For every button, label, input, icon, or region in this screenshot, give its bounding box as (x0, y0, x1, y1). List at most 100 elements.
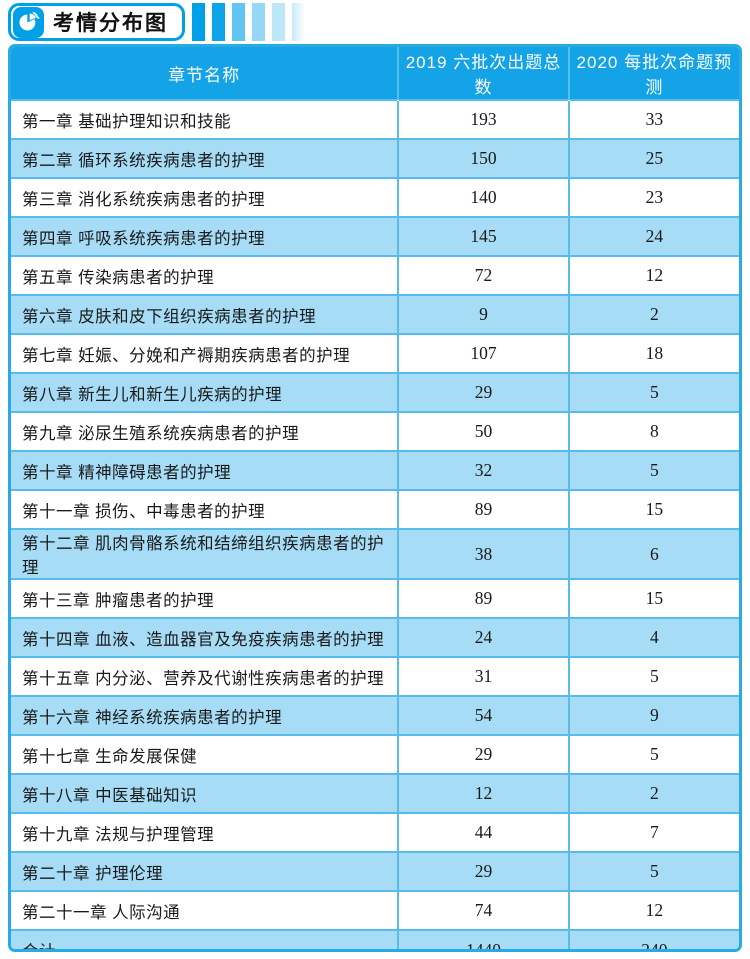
table-row: 第十七章 生命发展保健 29 5 (11, 734, 739, 775)
deco-bar (252, 3, 265, 41)
table-row: 第十四章 血液、造血器官及免疫疾病患者的护理 24 4 (11, 617, 739, 658)
total-2019-cell: 44 (397, 812, 570, 853)
pred-2020-cell: 25 (567, 138, 739, 179)
chapter-cell: 第十三章 肿瘤患者的护理 (11, 578, 400, 619)
total-2019-cell: 193 (397, 99, 570, 140)
table-row: 第二十一章 人际沟通 74 12 (11, 890, 739, 931)
total-2019-cell: 29 (397, 851, 570, 892)
table-row: 第二十章 护理伦理 29 5 (11, 851, 739, 892)
column-header-2019-total: 2019 六批次出题总数 (397, 47, 569, 100)
total-2019-cell: 150 (397, 138, 570, 179)
total-2019-cell: 72 (397, 255, 570, 296)
table-row: 第十三章 肿瘤患者的护理 89 15 (11, 578, 739, 619)
total-2019-cell: 32 (397, 450, 570, 491)
chapter-cell: 第三章 消化系统疾病患者的护理 (11, 177, 400, 218)
chapter-cell: 第十章 精神障碍患者的护理 (11, 450, 400, 491)
total-2019-cell: 38 (397, 528, 570, 580)
total-2019-cell: 54 (397, 695, 570, 736)
chapter-cell: 第一章 基础护理知识和技能 (11, 99, 400, 140)
chapter-cell: 第十六章 神经系统疾病患者的护理 (11, 695, 400, 736)
pred-2020-cell: 6 (567, 528, 739, 580)
chapter-cell: 第四章 呼吸系统疾病患者的护理 (11, 216, 400, 257)
total-2019-cell: 9 (397, 294, 570, 335)
column-header-chapter: 章节名称 (11, 47, 399, 100)
title-capsule: 考情分布图 (8, 3, 185, 41)
chapter-cell: 第十五章 内分泌、营养及代谢性疾病患者的护理 (11, 656, 400, 697)
pred-2020-cell: 2 (567, 773, 739, 814)
total-2019-cell: 1440 (397, 929, 570, 949)
chapter-cell: 第十四章 血液、造血器官及免疫疾病患者的护理 (11, 617, 400, 658)
pred-2020-cell: 15 (567, 578, 739, 619)
pred-2020-cell: 5 (567, 734, 739, 775)
pred-2020-cell: 5 (567, 372, 739, 413)
table-row: 第六章 皮肤和皮下组织疾病患者的护理 9 2 (11, 294, 739, 335)
total-2019-cell: 89 (397, 489, 570, 530)
table-row: 第三章 消化系统疾病患者的护理 140 23 (11, 177, 739, 218)
pred-2020-cell: 15 (567, 489, 739, 530)
chapter-cell: 第七章 妊娠、分娩和产褥期疾病患者的护理 (11, 333, 400, 374)
table-header-row: 章节名称 2019 六批次出题总数 2020 每批次命题预测 (11, 47, 739, 100)
chapter-cell: 第二十章 护理伦理 (11, 851, 400, 892)
total-2019-cell: 24 (397, 617, 570, 658)
deco-bar (272, 3, 285, 41)
pred-2020-cell: 9 (567, 695, 739, 736)
chapter-cell: 第九章 泌尿生殖系统疾病患者的护理 (11, 411, 400, 452)
page-title: 考情分布图 (53, 12, 168, 35)
pred-2020-cell: 12 (567, 255, 739, 296)
chapter-cell: 第六章 皮肤和皮下组织疾病患者的护理 (11, 294, 400, 335)
chapter-cell: 第十七章 生命发展保健 (11, 734, 400, 775)
chapter-cell: 第十一章 损伤、中毒患者的护理 (11, 489, 400, 530)
pred-2020-cell: 5 (567, 851, 739, 892)
pie-chart-icon (13, 6, 44, 38)
pred-2020-cell: 12 (567, 890, 739, 931)
column-header-2020-prediction: 2020 每批次命题预测 (567, 47, 739, 100)
exam-distribution-table-frame: 章节名称 2019 六批次出题总数 2020 每批次命题预测 第一章 基础护理知… (8, 44, 742, 952)
table-row: 第八章 新生儿和新生儿疾病的护理 29 5 (11, 372, 739, 413)
total-2019-cell: 29 (397, 372, 570, 413)
pred-2020-cell: 23 (567, 177, 739, 218)
total-2019-cell: 31 (397, 656, 570, 697)
deco-bar (192, 3, 205, 41)
pred-2020-cell: 8 (567, 411, 739, 452)
table-row: 第十六章 神经系统疾病患者的护理 54 9 (11, 695, 739, 736)
total-2019-cell: 74 (397, 890, 570, 931)
pred-2020-cell: 33 (567, 99, 739, 140)
deco-bar (292, 3, 305, 41)
deco-bars (192, 3, 305, 41)
deco-bar (232, 3, 245, 41)
pred-2020-cell: 4 (567, 617, 739, 658)
table-row: 第十章 精神障碍患者的护理 32 5 (11, 450, 739, 491)
pred-2020-cell: 2 (567, 294, 739, 335)
page-header: 考情分布图 (8, 3, 305, 41)
total-2019-cell: 140 (397, 177, 570, 218)
chapter-cell: 第十九章 法规与护理管理 (11, 812, 400, 853)
pred-2020-cell: 5 (567, 656, 739, 697)
table-row: 第十五章 内分泌、营养及代谢性疾病患者的护理 31 5 (11, 656, 739, 697)
table-row: 第九章 泌尿生殖系统疾病患者的护理 50 8 (11, 411, 739, 452)
table-row: 第十一章 损伤、中毒患者的护理 89 15 (11, 489, 739, 530)
chapter-cell: 第二章 循环系统疾病患者的护理 (11, 138, 400, 179)
chapter-cell: 第五章 传染病患者的护理 (11, 255, 400, 296)
table-row: 第十八章 中医基础知识 12 2 (11, 773, 739, 814)
pred-2020-cell: 5 (567, 450, 739, 491)
total-2019-cell: 145 (397, 216, 570, 257)
total-row: 合计 1440 240 (11, 929, 739, 949)
chapter-cell: 第十二章 肌肉骨骼系统和结缔组织疾病患者的护理 (11, 528, 400, 580)
table-row: 第四章 呼吸系统疾病患者的护理 145 24 (11, 216, 739, 257)
total-2019-cell: 89 (397, 578, 570, 619)
pred-2020-cell: 240 (567, 929, 739, 949)
total-2019-cell: 29 (397, 734, 570, 775)
table-row: 第十二章 肌肉骨骼系统和结缔组织疾病患者的护理 38 6 (11, 528, 739, 580)
total-2019-cell: 107 (397, 333, 570, 374)
total-2019-cell: 12 (397, 773, 570, 814)
table-row: 第十九章 法规与护理管理 44 7 (11, 812, 739, 853)
chapter-cell: 第十八章 中医基础知识 (11, 773, 400, 814)
chapter-cell: 合计 (11, 929, 400, 949)
chapter-cell: 第二十一章 人际沟通 (11, 890, 400, 931)
pred-2020-cell: 7 (567, 812, 739, 853)
table-row: 第七章 妊娠、分娩和产褥期疾病患者的护理 107 18 (11, 333, 739, 374)
table-row: 第一章 基础护理知识和技能 193 33 (11, 99, 739, 140)
total-2019-cell: 50 (397, 411, 570, 452)
deco-bar (212, 3, 225, 41)
